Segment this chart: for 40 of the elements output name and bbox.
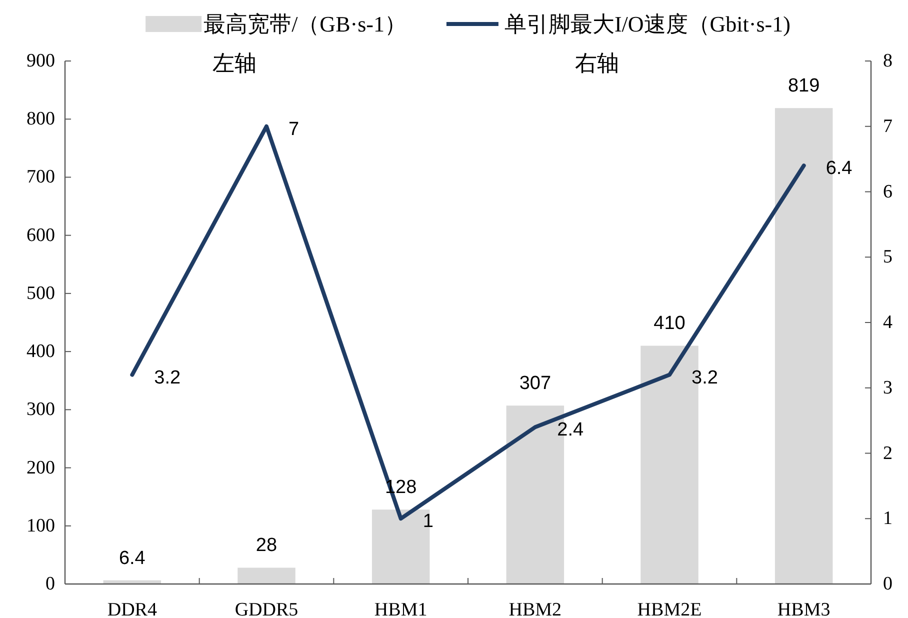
legend-label: 最高宽带/（GB·s-1） bbox=[204, 12, 406, 36]
data-label: 28 bbox=[256, 535, 278, 556]
y-tick-label: 600 bbox=[26, 224, 55, 246]
y2-tick-label: 3 bbox=[883, 377, 892, 398]
y-tick-label: 800 bbox=[26, 108, 55, 130]
y-tick-label: 0 bbox=[46, 574, 55, 594]
data-label: 6.4 bbox=[826, 158, 852, 180]
y-tick-label: 400 bbox=[26, 341, 55, 362]
legend-label: 单引脚最大I/O速度（Gbit·s-1) bbox=[504, 12, 790, 36]
x-tick-label: HBM2 bbox=[508, 600, 562, 618]
data-label: 410 bbox=[654, 313, 686, 334]
data-label: 7 bbox=[288, 118, 300, 140]
data-label: 6.4 bbox=[118, 548, 146, 569]
y-tick-label: 100 bbox=[26, 515, 55, 536]
y2-tick-label: 5 bbox=[883, 246, 892, 268]
x-tick-label: HBM3 bbox=[777, 600, 830, 618]
y2-tick-label: 4 bbox=[883, 312, 892, 333]
data-label: 3.2 bbox=[154, 367, 181, 388]
y-tick-label: 900 bbox=[26, 50, 55, 72]
y2-tick-label: 0 bbox=[883, 574, 892, 594]
x-tick-label: DDR4 bbox=[107, 600, 157, 618]
y2-tick-label: 8 bbox=[883, 50, 892, 72]
x-tick-label: HBM1 bbox=[374, 600, 428, 618]
annotation: 左轴 bbox=[212, 50, 256, 76]
y-tick-label: 200 bbox=[26, 457, 55, 478]
y2-tick-label: 2 bbox=[883, 442, 892, 464]
y-tick-label: 500 bbox=[26, 282, 55, 304]
y2-tick-label: 1 bbox=[883, 508, 892, 530]
data-label: 1 bbox=[422, 511, 434, 532]
data-label: 2.4 bbox=[557, 420, 584, 441]
y-tick-label: 700 bbox=[26, 166, 55, 188]
y2-tick-label: 7 bbox=[883, 116, 892, 137]
y-tick-label: 300 bbox=[26, 399, 55, 420]
data-label: 3.2 bbox=[692, 367, 718, 388]
x-tick-label: HBM2E bbox=[637, 600, 702, 618]
x-tick-label: GDDR5 bbox=[234, 600, 298, 618]
annotation: 右轴 bbox=[574, 50, 619, 76]
data-label: 307 bbox=[519, 373, 552, 394]
data-label: 819 bbox=[788, 76, 820, 97]
y2-tick-label: 6 bbox=[883, 181, 892, 202]
